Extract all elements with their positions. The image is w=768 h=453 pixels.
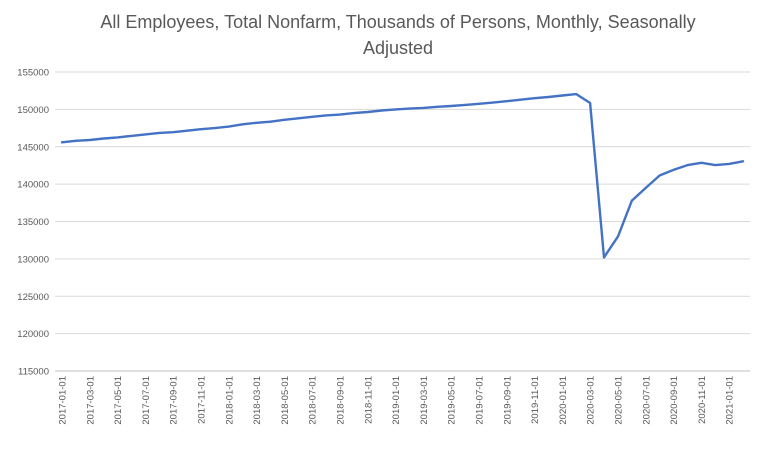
data-point xyxy=(269,120,272,123)
data-point xyxy=(505,100,508,103)
data-point xyxy=(728,162,731,165)
data-point xyxy=(464,103,467,106)
data-point xyxy=(144,133,147,136)
data-point xyxy=(338,113,341,116)
x-tick-label: 2019-09-01 xyxy=(502,376,513,425)
x-tick-label: 2018-11-01 xyxy=(363,376,374,424)
data-point xyxy=(672,168,675,171)
data-point xyxy=(589,102,592,105)
series-line xyxy=(60,92,745,259)
y-tick-label: 150000 xyxy=(17,105,49,116)
data-point xyxy=(700,161,703,164)
x-tick-label: 2021-01-01 xyxy=(725,376,736,425)
data-point xyxy=(325,114,328,117)
x-tick-label: 2019-11-01 xyxy=(530,376,541,424)
y-tick-label: 130000 xyxy=(17,254,49,265)
data-point xyxy=(644,186,647,189)
data-point xyxy=(116,136,119,139)
data-point xyxy=(519,98,522,101)
data-point xyxy=(408,107,411,110)
data-point xyxy=(60,141,63,144)
x-tick-label: 2018-07-01 xyxy=(308,376,319,425)
data-point xyxy=(561,94,564,97)
data-point xyxy=(477,102,480,105)
x-tick-label: 2017-01-01 xyxy=(57,376,68,425)
gridlines xyxy=(55,71,750,372)
data-point xyxy=(436,105,439,108)
data-point xyxy=(575,93,578,96)
data-point xyxy=(450,105,453,108)
x-tick-label: 2019-01-01 xyxy=(391,376,402,425)
data-point xyxy=(311,115,314,118)
chart-title-line-1: All Employees, Total Nonfarm, Thousands … xyxy=(100,12,695,32)
data-point xyxy=(686,164,689,167)
x-tick-label: 2017-09-01 xyxy=(169,376,180,425)
x-tick-label: 2020-07-01 xyxy=(641,376,652,425)
x-tick-label: 2018-01-01 xyxy=(224,376,235,425)
data-point xyxy=(742,160,745,163)
x-tick-label: 2019-07-01 xyxy=(474,376,485,425)
x-tick-label: 2020-05-01 xyxy=(613,376,624,425)
data-point xyxy=(255,121,258,124)
x-tick-label: 2017-11-01 xyxy=(196,376,207,424)
data-point xyxy=(74,139,77,142)
data-point xyxy=(227,125,230,128)
data-point xyxy=(380,109,383,112)
chart-title-line-2: Adjusted xyxy=(363,38,433,58)
x-axis-tick-labels: 2017-01-01 2017-03-01 2017-05-01 2017-07-01… xyxy=(57,376,735,425)
data-point xyxy=(199,128,202,131)
data-point xyxy=(352,112,355,115)
y-tick-label: 135000 xyxy=(17,217,49,228)
x-tick-label: 2017-07-01 xyxy=(141,376,152,425)
x-tick-label: 2020-03-01 xyxy=(586,376,597,425)
data-point xyxy=(102,137,105,140)
y-tick-label: 155000 xyxy=(17,68,49,79)
chart-title: All Employees, Total Nonfarm, Thousands … xyxy=(100,12,695,58)
data-point xyxy=(630,199,633,202)
x-tick-label: 2018-05-01 xyxy=(280,376,291,425)
x-tick-label: 2019-05-01 xyxy=(447,376,458,425)
data-points xyxy=(60,93,745,259)
data-point xyxy=(297,117,300,120)
data-point xyxy=(714,164,717,167)
x-tick-label: 2018-09-01 xyxy=(335,376,346,425)
y-tick-label: 145000 xyxy=(17,142,49,153)
data-point xyxy=(491,101,494,104)
data-point xyxy=(158,131,161,134)
data-point xyxy=(88,139,91,142)
data-point xyxy=(603,256,606,259)
data-point xyxy=(422,106,425,109)
data-point xyxy=(366,110,369,113)
data-point xyxy=(186,129,189,132)
data-point xyxy=(394,108,397,111)
y-tick-label: 125000 xyxy=(17,292,49,303)
x-tick-label: 2020-11-01 xyxy=(697,376,708,424)
x-tick-label: 2017-03-01 xyxy=(85,376,96,425)
x-tick-label: 2017-05-01 xyxy=(113,376,124,425)
data-point xyxy=(283,118,286,121)
y-tick-label: 140000 xyxy=(17,180,49,191)
data-point xyxy=(547,96,550,99)
data-point xyxy=(213,127,216,130)
data-point xyxy=(241,123,244,126)
data-point xyxy=(533,97,536,100)
x-tick-label: 2018-03-01 xyxy=(252,376,263,425)
x-tick-label: 2019-03-01 xyxy=(419,376,430,425)
y-tick-label: 120000 xyxy=(17,329,49,340)
x-tick-label: 2020-01-01 xyxy=(558,376,569,425)
data-point xyxy=(616,235,619,238)
data-point xyxy=(172,131,175,134)
x-tick-label: 2020-09-01 xyxy=(669,376,680,425)
data-point xyxy=(130,134,133,137)
data-point xyxy=(658,174,661,177)
y-axis-tick-labels: 115000 120000 125000 130000 135000 140000 1450… xyxy=(17,68,49,378)
y-tick-label: 115000 xyxy=(18,367,49,378)
